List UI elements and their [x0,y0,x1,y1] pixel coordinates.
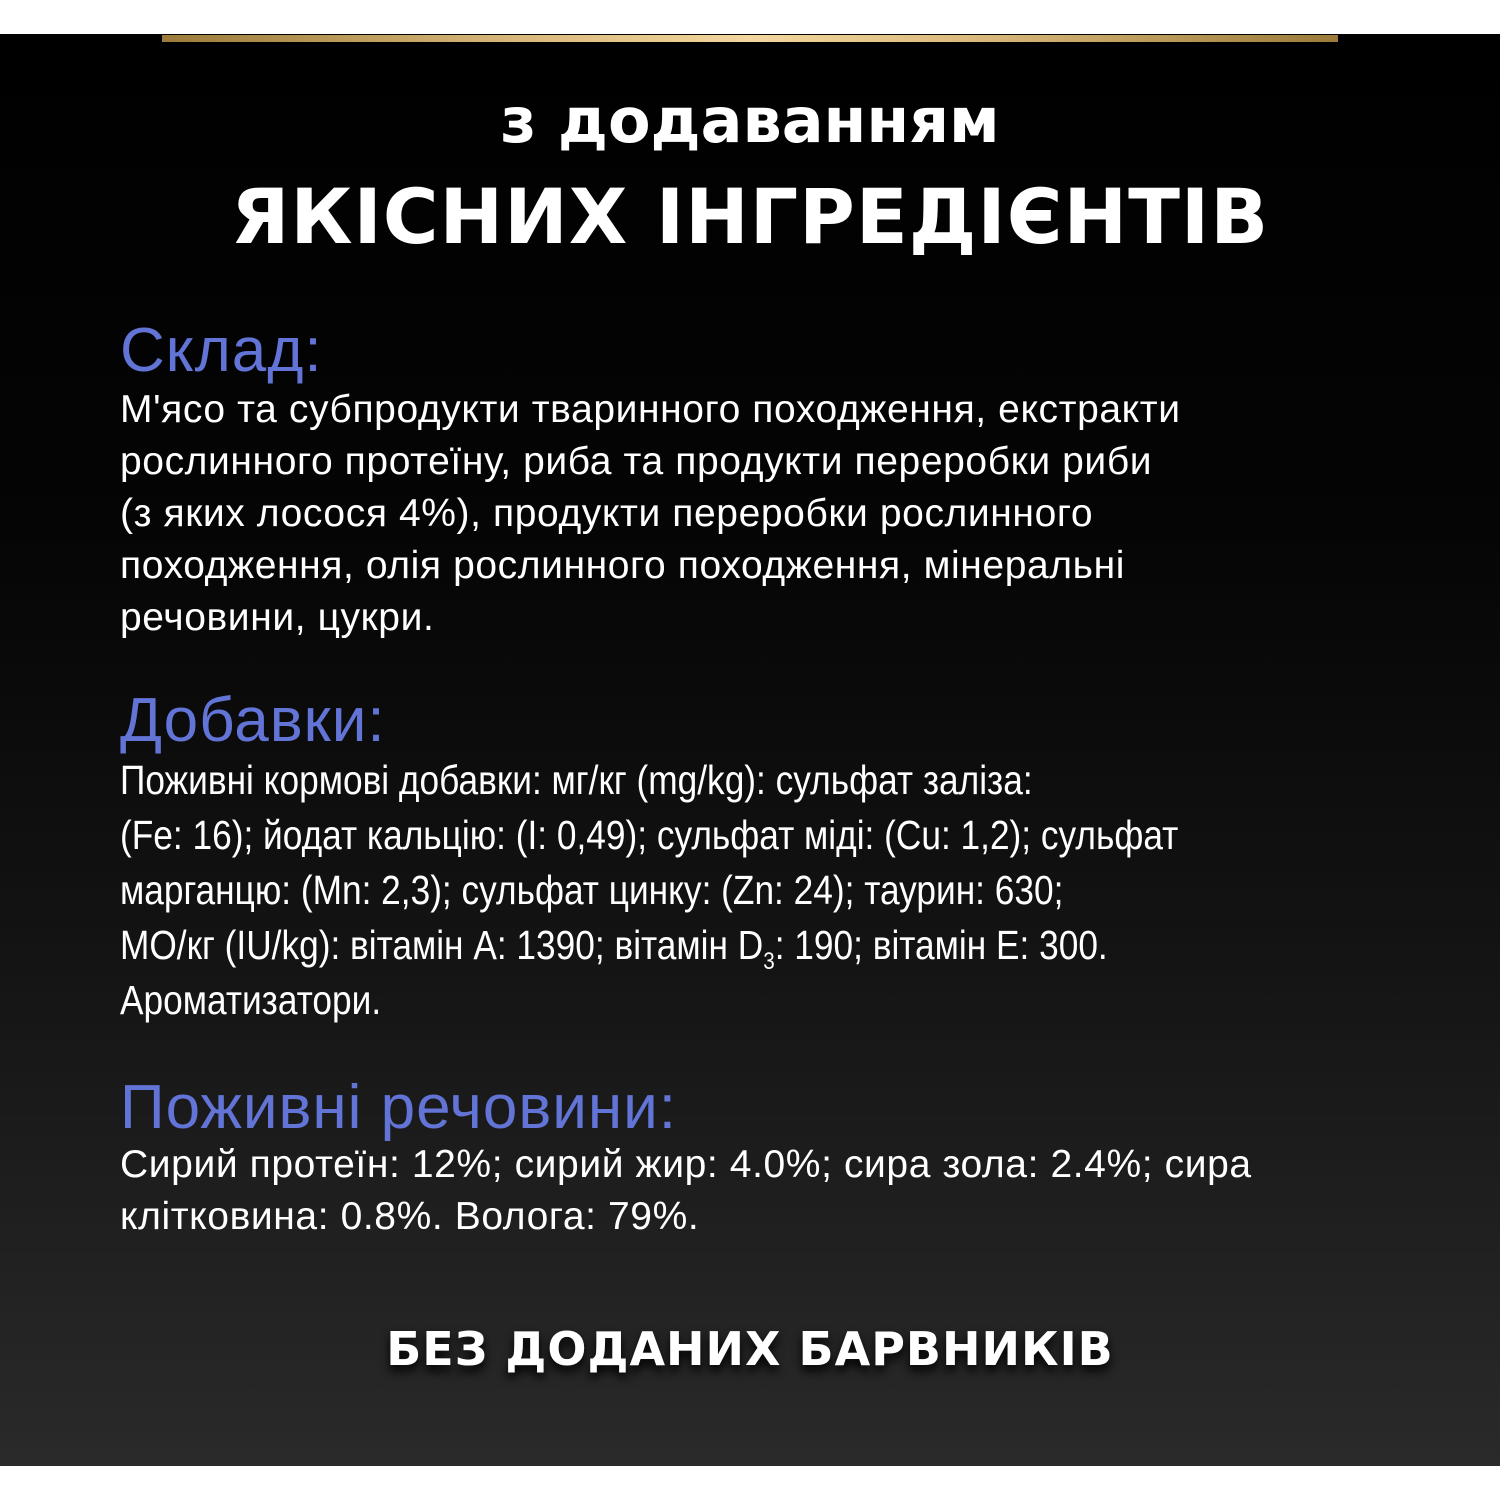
text-line: рослинного протеїну, риба та продукти пе… [120,440,1153,483]
text-part: МО/кг (IU/kg): вітамін А: 1390; вітамін … [120,922,764,968]
text-line: походження, олія рослинного походження, … [120,544,1125,587]
text-line: (Fe: 16); йодат кальцію: (I: 0,49); суль… [120,812,1179,858]
nutrients-text: Сирий протеїн: 12%; сирий жир: 4.0%; сир… [120,1139,1252,1243]
text-part: : 190; вітамін Е: 300. [774,922,1108,968]
title-line-1: з додаванням [500,84,1000,157]
text-line: Поживні кормові добавки: мг/кг (mg/kg): … [120,757,1033,803]
nutrients-heading: Поживні речовини: [120,1073,677,1142]
text-line: марганцю: (Mn: 2,3); сульфат цинку: (Zn:… [120,867,1064,913]
composition-heading: Склад: [120,316,323,385]
text-line: речовини, цукри. [120,596,435,639]
additives-text: Поживні кормові добавки: мг/кг (mg/kg): … [120,753,1178,1028]
text-line: клітковина: 0.8%. Волога: 79%. [120,1195,700,1238]
subscript: 3 [763,948,775,975]
footer-claim: БЕЗ ДОДАНИХ БАРВНИКІВ [386,1322,1114,1376]
text-line: (з яких лосося 4%), продукти переробки р… [120,492,1094,535]
title-line-2: ЯКІСНИХ ІНГРЕДІЄНТІВ [230,172,1270,261]
text-line: Ароматизатори. [120,977,382,1023]
text-line: Сирий протеїн: 12%; сирий жир: 4.0%; сир… [120,1143,1252,1186]
gold-divider [162,35,1338,42]
additives-heading: Добавки: [120,686,386,755]
background-panel [0,34,1500,1466]
text-line: МО/кг (IU/kg): вітамін А: 1390; вітамін … [120,918,1178,975]
composition-text: М'ясо та субпродукти тваринного походжен… [120,384,1181,644]
text-line: М'ясо та субпродукти тваринного походжен… [120,388,1181,431]
